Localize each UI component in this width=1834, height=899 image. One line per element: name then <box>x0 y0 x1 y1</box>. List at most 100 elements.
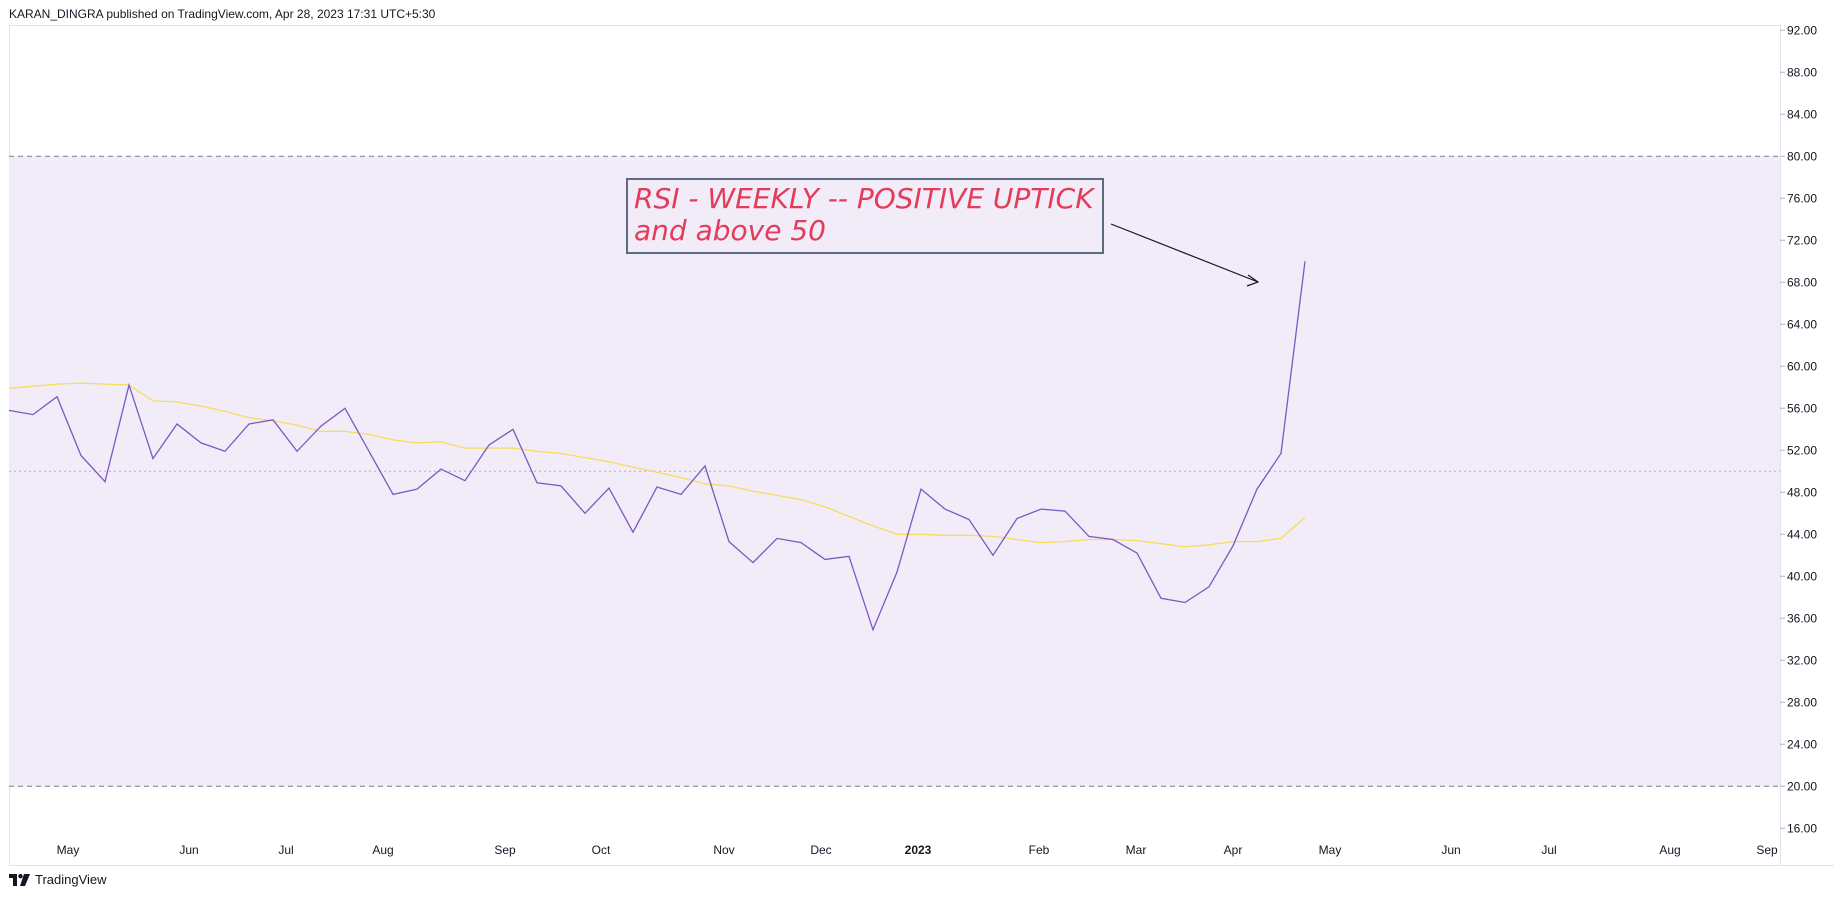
ma-point-26 <box>632 467 633 468</box>
rsi-point-16 <box>392 494 393 495</box>
ma-point-36 <box>872 525 873 526</box>
rsi-point-25 <box>608 488 609 489</box>
ma-point-37 <box>896 534 897 535</box>
rsi-point-28 <box>680 494 681 495</box>
ma-point-23 <box>560 453 561 454</box>
rsi-point-36 <box>872 629 873 630</box>
price-axis-labels[interactable]: 92.00 88.00 84.00 80.00 76.00 72.00 68.00 64.00… <box>1780 23 1817 835</box>
time-axis-label: Sep <box>1756 843 1778 857</box>
rsi-point-8 <box>200 442 201 443</box>
ma-point-30 <box>728 485 729 486</box>
rsi-moving-average-line[interactable] <box>8 382 1306 548</box>
ma-point-4 <box>104 384 105 385</box>
ma-point-33 <box>800 499 801 500</box>
rsi-point-27 <box>656 486 657 487</box>
ma-point-38 <box>920 534 921 535</box>
price-axis-label: 24.00 <box>1787 737 1817 751</box>
ma-point-16 <box>392 439 393 440</box>
annotation-line-1: RSI - WEEKLY -- POSITIVE UPTICK <box>634 182 1094 215</box>
time-axis-label: Jun <box>179 843 198 857</box>
ma-point-2 <box>56 384 57 385</box>
rsi-point-53 <box>1280 453 1281 454</box>
ma-point-51 <box>1232 541 1233 542</box>
price-axis-label: 88.00 <box>1787 65 1817 79</box>
ma-point-39 <box>944 535 945 536</box>
ma-point-17 <box>416 442 417 443</box>
rsi-point-41 <box>992 555 993 556</box>
ma-point-27 <box>656 472 657 473</box>
rsi-point-18 <box>440 469 441 470</box>
brand-label: TradingView <box>35 872 107 887</box>
ma-point-40 <box>968 535 969 536</box>
rsi-point-54 <box>1304 261 1305 262</box>
rsi-point-33 <box>800 542 801 543</box>
rsi-point-29 <box>704 465 705 466</box>
annotation-arrow-head <box>1246 274 1260 287</box>
ma-point-32 <box>776 495 777 496</box>
ma-point-47 <box>1136 540 1137 541</box>
rsi-point-43 <box>1040 509 1041 510</box>
rsi-point-26 <box>632 532 633 533</box>
annotation-callout[interactable]: RSI - WEEKLY -- POSITIVE UPTICK and abov… <box>626 178 1104 254</box>
rsi-point-14 <box>344 408 345 409</box>
price-axis-label: 72.00 <box>1787 233 1817 247</box>
rsi-point-44 <box>1064 511 1065 512</box>
ma-point-29 <box>704 483 705 484</box>
rsi-point-42 <box>1016 518 1017 519</box>
price-axis-label: 64.00 <box>1787 317 1817 331</box>
ma-point-43 <box>1040 542 1041 543</box>
ma-point-48 <box>1160 543 1161 544</box>
price-axis-label: 68.00 <box>1787 275 1817 289</box>
rsi-point-4 <box>104 481 105 482</box>
rsi-point-40 <box>968 519 969 520</box>
rsi-point-3 <box>80 455 81 456</box>
rsi-point-20 <box>488 444 489 445</box>
rsi-point-32 <box>776 538 777 539</box>
price-axis-label: 20.00 <box>1787 779 1817 793</box>
annotation-arrow[interactable] <box>1110 223 1259 283</box>
ma-point-49 <box>1184 546 1185 547</box>
time-axis-label: Feb <box>1029 843 1050 857</box>
ma-point-8 <box>200 406 201 407</box>
rsi-point-17 <box>416 489 417 490</box>
time-axis-label: Sep <box>494 843 516 857</box>
rsi-point-15 <box>368 451 369 452</box>
time-axis-label: Nov <box>713 843 734 857</box>
rsi-point-47 <box>1136 553 1137 554</box>
rsi-point-9 <box>224 451 225 452</box>
ma-point-18 <box>440 441 441 442</box>
rsi-point-31 <box>752 562 753 563</box>
price-axis-label: 32.00 <box>1787 653 1817 667</box>
rsi-point-6 <box>152 458 153 459</box>
rsi-point-38 <box>920 489 921 490</box>
price-axis-label: 28.00 <box>1787 695 1817 709</box>
rsi-point-48 <box>1160 598 1161 599</box>
ma-point-1 <box>32 386 33 387</box>
price-axis-label: 84.00 <box>1787 107 1817 121</box>
rsi-line[interactable] <box>8 261 1306 632</box>
tradingview-logo-icon <box>9 873 30 886</box>
ma-point-5 <box>128 385 129 386</box>
price-axis-label: 36.00 <box>1787 611 1817 625</box>
price-axis-label: 48.00 <box>1787 485 1817 499</box>
ma-point-28 <box>680 477 681 478</box>
tradingview-brand[interactable]: TradingView <box>9 872 107 887</box>
ma-point-25 <box>608 461 609 462</box>
time-axis-label: Oct <box>592 843 611 857</box>
rsi-point-22 <box>536 482 537 483</box>
rsi-point-49 <box>1184 602 1185 603</box>
publisher-header: KARAN_DINGRA published on TradingView.co… <box>9 7 436 21</box>
rsi-point-45 <box>1088 536 1089 537</box>
time-axis-labels[interactable]: May Jun Jul Aug Sep Oct Nov Dec 2023 Feb Mar Apr May… <box>57 843 1778 857</box>
time-axis-label: Mar <box>1126 843 1147 857</box>
ma-point-54 <box>1304 517 1305 518</box>
price-axis-label: 80.00 <box>1787 149 1817 163</box>
ma-point-11 <box>272 420 273 421</box>
rsi-point-51 <box>1232 545 1233 546</box>
ma-point-44 <box>1064 541 1065 542</box>
time-axis-label: Jul <box>1541 843 1556 857</box>
ma-point-41 <box>992 536 993 537</box>
ma-point-22 <box>536 451 537 452</box>
rsi-point-30 <box>728 541 729 542</box>
